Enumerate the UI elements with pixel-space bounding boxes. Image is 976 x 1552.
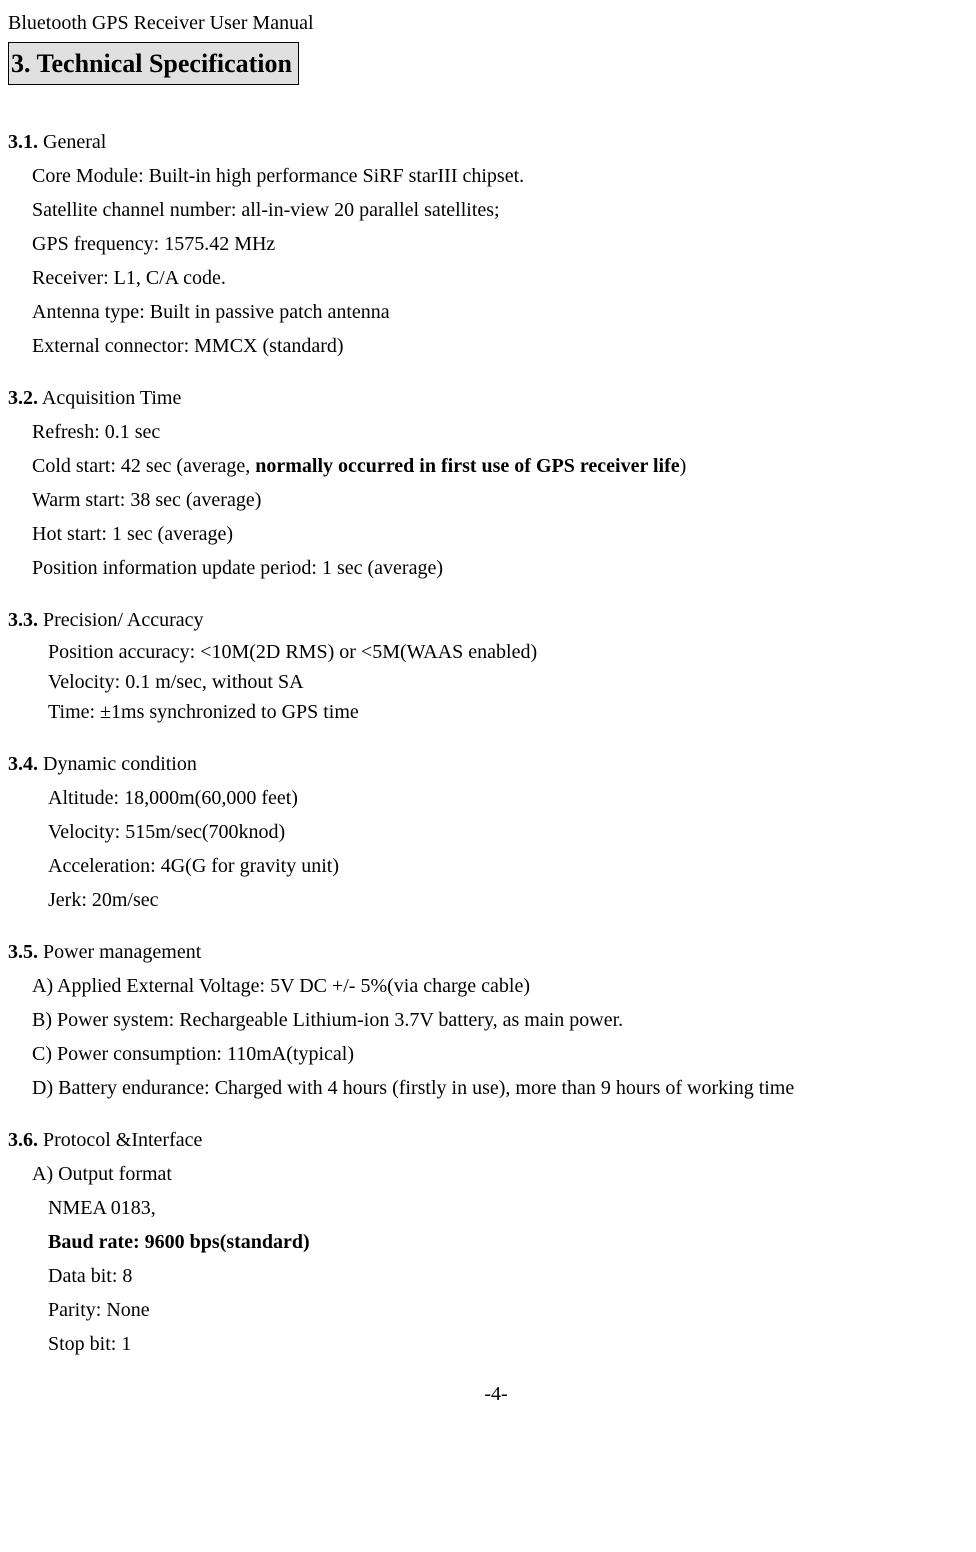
sub-num: 3.5. bbox=[8, 941, 38, 963]
spec-line: Parity: None bbox=[48, 1295, 976, 1325]
sub-title: Protocol &Interface bbox=[38, 1129, 202, 1151]
spec-line: Warm start: 38 sec (average) bbox=[32, 485, 976, 515]
spec-line: Antenna type: Built in passive patch ant… bbox=[32, 297, 976, 327]
spec-line: C) Power consumption: 110mA(typical) bbox=[32, 1039, 976, 1069]
spec-line: Position accuracy: <10M(2D RMS) or <5M(W… bbox=[48, 637, 976, 667]
spec-line: A) Applied External Voltage: 5V DC +/- 5… bbox=[32, 971, 976, 1001]
spec-line: Altitude: 18,000m(60,000 feet) bbox=[48, 783, 976, 813]
sub-heading-3-5: 3.5. Power management bbox=[8, 937, 976, 967]
sub-num: 3.6. bbox=[8, 1129, 38, 1151]
sub-title: Dynamic condition bbox=[38, 753, 197, 775]
sub-num: 3.4. bbox=[8, 753, 38, 775]
sub-num: 3.2. bbox=[8, 387, 38, 409]
spec-line: Hot start: 1 sec (average) bbox=[32, 519, 976, 549]
spec-line: D) Battery endurance: Charged with 4 hou… bbox=[32, 1073, 976, 1103]
cold-start-pre: Cold start: 42 sec (average, bbox=[32, 455, 255, 477]
spec-line: Core Module: Built-in high performance S… bbox=[32, 161, 976, 191]
spec-line-baud: Baud rate: 9600 bps(standard) bbox=[48, 1227, 976, 1257]
spec-line: Data bit: 8 bbox=[48, 1261, 976, 1291]
cold-start-post: ) bbox=[680, 455, 687, 477]
sub-heading-3-3: 3.3. Precision/ Accuracy bbox=[8, 605, 976, 635]
spec-line: Time: ±1ms synchronized to GPS time bbox=[48, 697, 976, 727]
spec-line: Stop bit: 1 bbox=[48, 1329, 976, 1359]
doc-header: Bluetooth GPS Receiver User Manual bbox=[8, 8, 976, 38]
spec-line: Velocity: 0.1 m/sec, without SA bbox=[48, 667, 976, 697]
spec-line: GPS frequency: 1575.42 MHz bbox=[32, 229, 976, 259]
cold-start-bold: normally occurred in first use of GPS re… bbox=[255, 455, 679, 477]
spec-line: Satellite channel number: all-in-view 20… bbox=[32, 195, 976, 225]
spec-line: A) Output format bbox=[32, 1159, 976, 1189]
sub-heading-3-2: 3.2. Acquisition Time bbox=[8, 383, 976, 413]
spec-line: NMEA 0183, bbox=[48, 1193, 976, 1223]
sub-num: 3.3. bbox=[8, 609, 38, 631]
sub-heading-3-6: 3.6. Protocol &Interface bbox=[8, 1125, 976, 1155]
spec-line: Refresh: 0.1 sec bbox=[32, 417, 976, 447]
sub-heading-3-1: 3.1. General bbox=[8, 127, 976, 157]
spec-line: Position information update period: 1 se… bbox=[32, 553, 976, 583]
sub-heading-3-4: 3.4. Dynamic condition bbox=[8, 749, 976, 779]
spec-line: External connector: MMCX (standard) bbox=[32, 331, 976, 361]
sub-title: General bbox=[38, 131, 106, 153]
spec-line: Cold start: 42 sec (average, normally oc… bbox=[32, 451, 976, 481]
page-number: -4- bbox=[8, 1379, 976, 1409]
sub-title: Acquisition Time bbox=[38, 387, 181, 409]
sub-title: Power management bbox=[38, 941, 201, 963]
spec-line: Velocity: 515m/sec(700knod) bbox=[48, 817, 976, 847]
spec-line: Receiver: L1, C/A code. bbox=[32, 263, 976, 293]
spec-line: Acceleration: 4G(G for gravity unit) bbox=[48, 851, 976, 881]
sub-num: 3.1. bbox=[8, 131, 38, 153]
section-title: 3. Technical Specification bbox=[8, 42, 299, 85]
sub-title: Precision/ Accuracy bbox=[38, 609, 204, 631]
spec-line: B) Power system: Rechargeable Lithium-io… bbox=[32, 1005, 976, 1035]
spec-line: Jerk: 20m/sec bbox=[48, 885, 976, 915]
